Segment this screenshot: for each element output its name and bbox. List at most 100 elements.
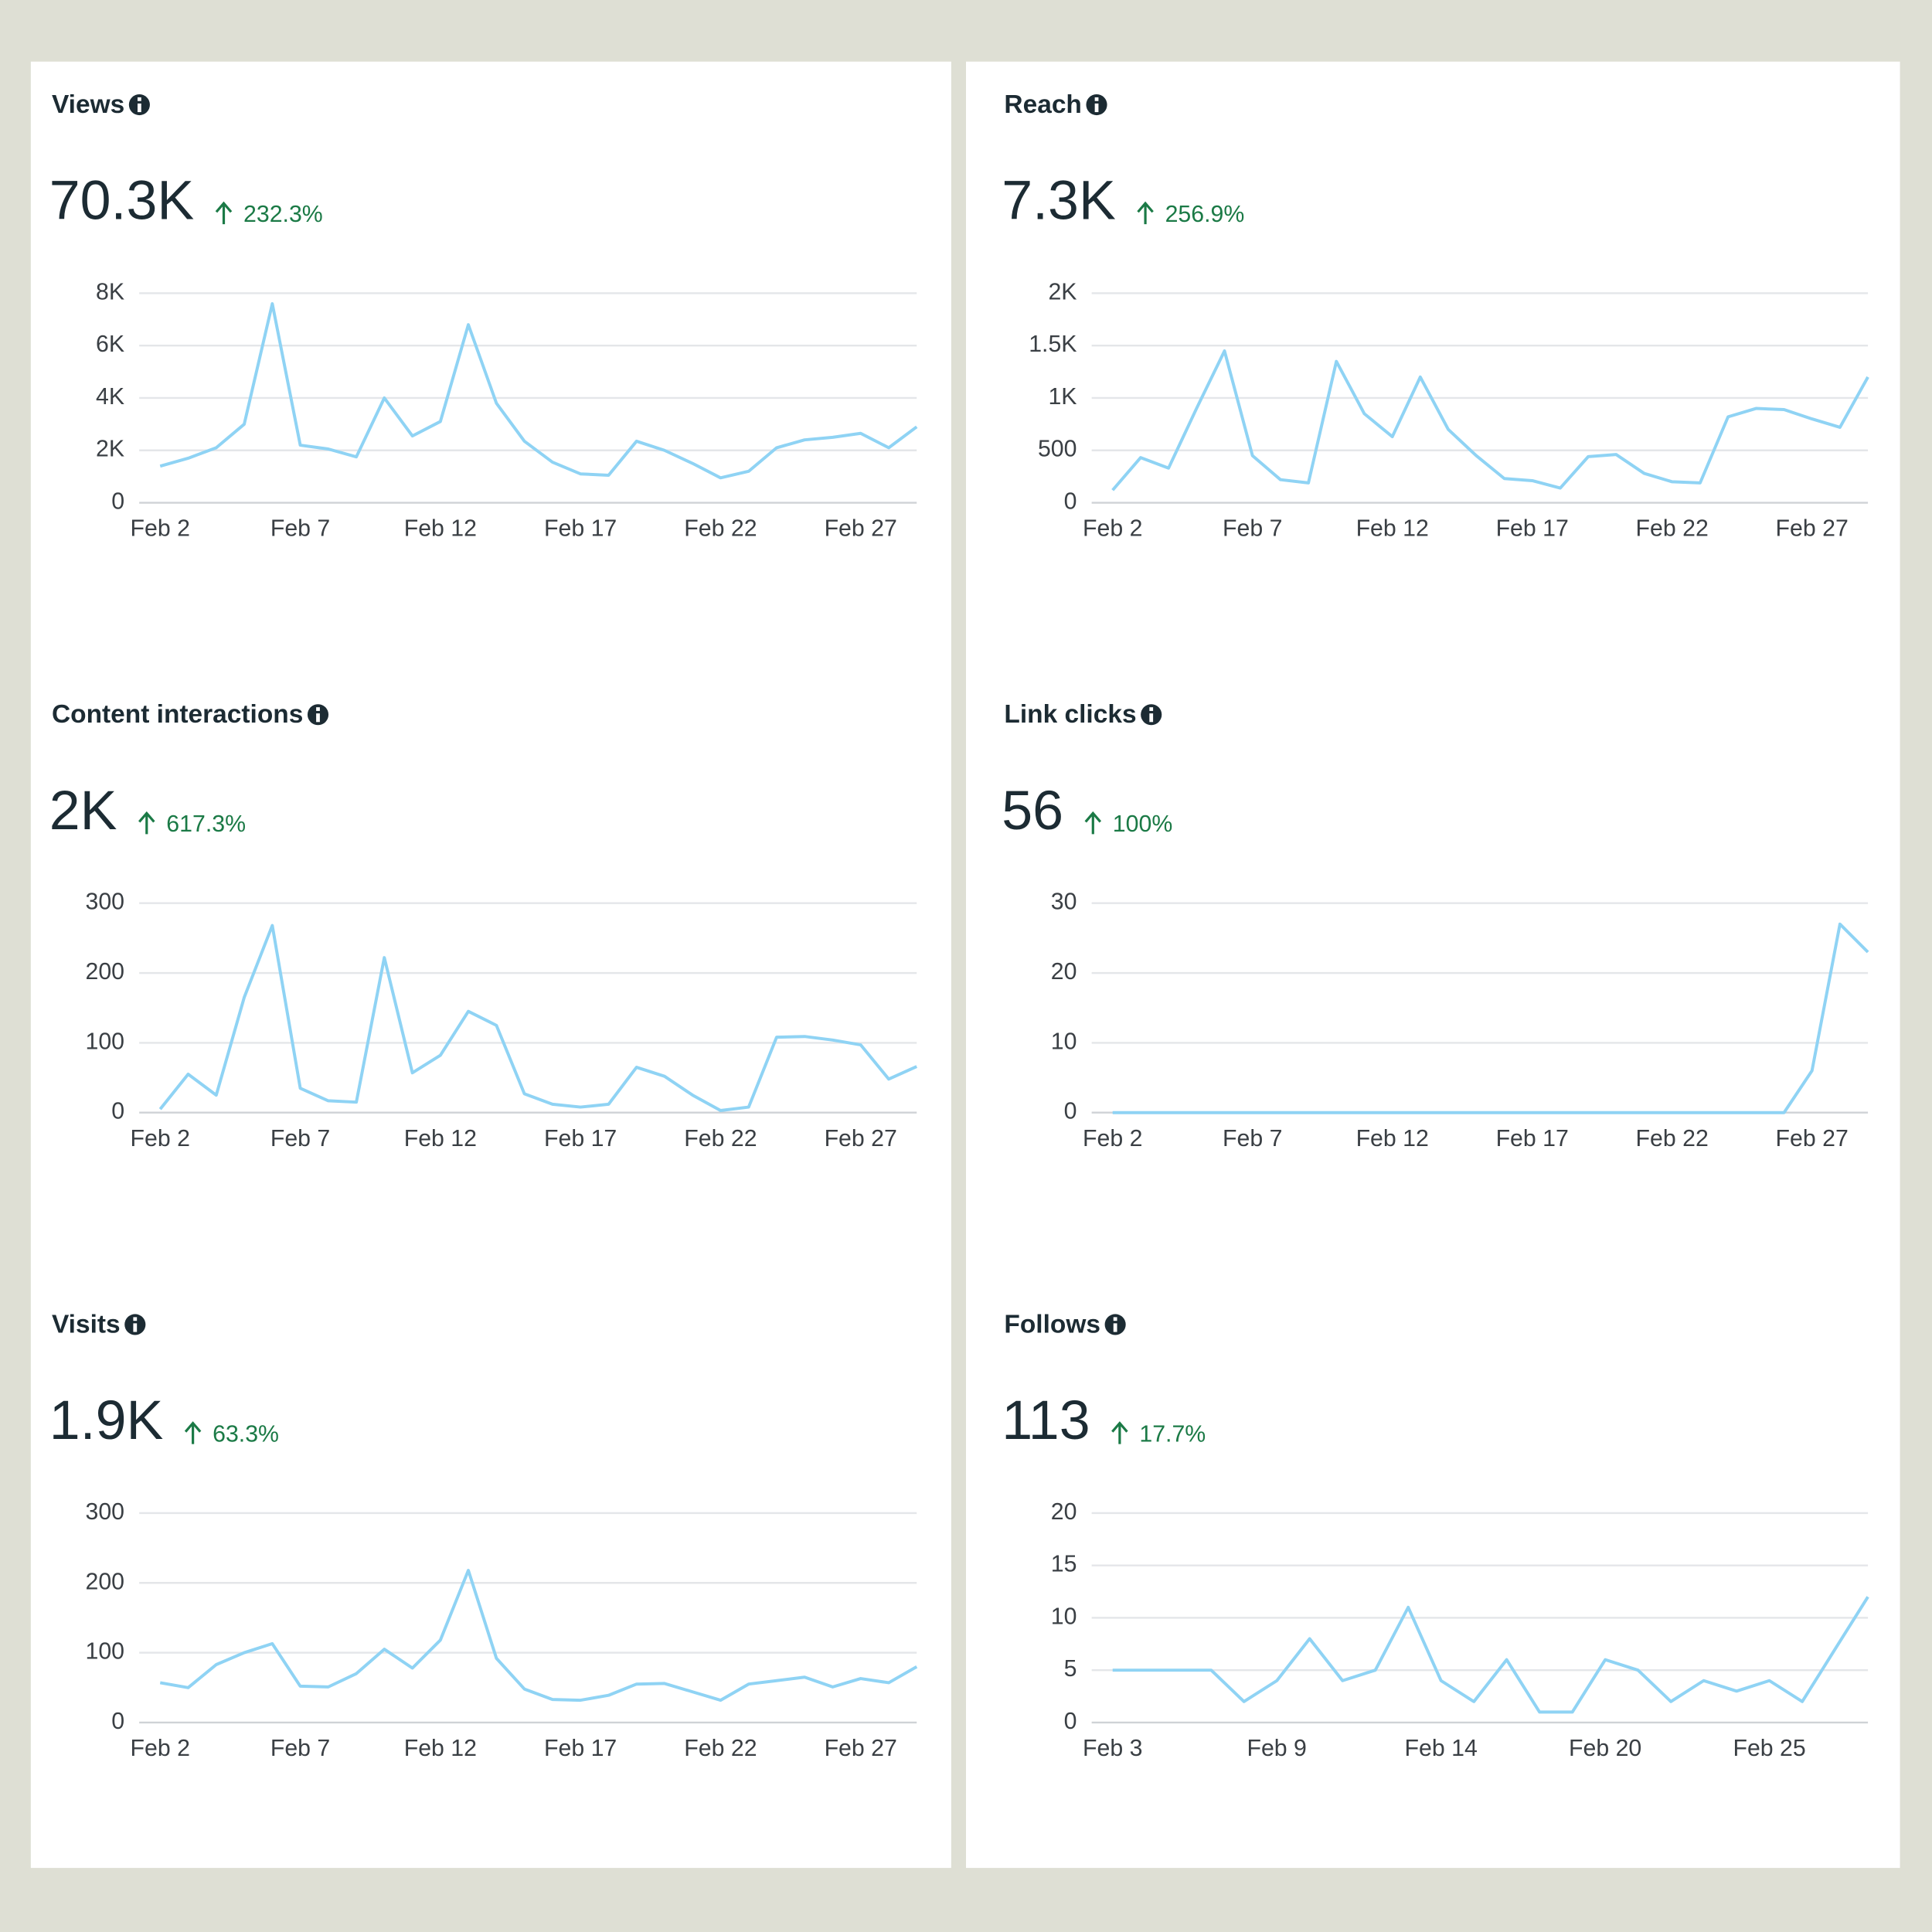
y-tick-label: 15 xyxy=(1051,1552,1077,1577)
info-icon-bar xyxy=(137,103,141,113)
x-tick-label: Feb 27 xyxy=(1776,1126,1849,1151)
x-tick-label: Feb 7 xyxy=(270,516,330,542)
y-tick-label: 1.5K xyxy=(1029,332,1077,357)
data-line xyxy=(159,1569,918,1702)
y-tick-label: 2K xyxy=(96,437,124,462)
y-tick-label: 2K xyxy=(1048,279,1077,304)
data-line xyxy=(159,302,918,480)
x-tick-label: Feb 2 xyxy=(131,1126,190,1151)
x-tick-label: Feb 27 xyxy=(825,1126,897,1151)
panel xyxy=(30,61,951,1869)
info-icon-bar xyxy=(1113,1323,1117,1332)
x-tick-label: Feb 7 xyxy=(1223,516,1282,542)
x-tick-label: Feb 12 xyxy=(404,1736,477,1761)
x-tick-label: Feb 7 xyxy=(270,1126,330,1151)
y-tick-label: 8K xyxy=(96,279,124,304)
x-tick-label: Feb 2 xyxy=(131,1736,190,1761)
info-icon-dot xyxy=(1149,707,1154,711)
y-tick-label: 6K xyxy=(96,332,124,357)
change-value: 617.3% xyxy=(166,811,246,837)
y-tick-label: 10 xyxy=(1051,1604,1077,1629)
total-value: 113 xyxy=(1002,1389,1090,1451)
up-arrow xyxy=(1084,811,1102,835)
y-tick-label: 20 xyxy=(1051,1499,1077,1525)
y-tick-label: 100 xyxy=(86,1029,125,1054)
change-value: 17.7% xyxy=(1139,1421,1206,1447)
total-value: 1.9K xyxy=(49,1389,164,1451)
x-tick-label: Feb 12 xyxy=(1356,516,1429,542)
x-tick-label: Feb 12 xyxy=(1356,1126,1429,1151)
total-value: 2K xyxy=(49,780,117,842)
x-tick-label: Feb 12 xyxy=(404,1126,477,1151)
change-value: 100% xyxy=(1113,811,1172,837)
x-tick-label: Feb 7 xyxy=(1223,1126,1282,1151)
info-icon-dot xyxy=(133,1317,138,1321)
change-value: 232.3% xyxy=(243,202,323,227)
y-tick-label: 1K xyxy=(1048,384,1077,410)
up-arrow xyxy=(184,1421,202,1444)
y-tick-label: 0 xyxy=(1064,1099,1077,1124)
x-tick-label: Feb 17 xyxy=(544,1736,617,1761)
y-tick-label: 30 xyxy=(1051,889,1077,915)
total-value: 70.3K xyxy=(49,170,195,232)
x-tick-label: Feb 22 xyxy=(684,516,757,542)
data-line xyxy=(1111,349,1869,492)
x-tick-label: Feb 27 xyxy=(1776,516,1849,542)
total-value: 56 xyxy=(1002,780,1063,842)
y-tick-label: 0 xyxy=(111,1099,124,1124)
data-line xyxy=(158,923,918,1113)
info-icon-dot xyxy=(137,97,141,101)
y-tick-label: 0 xyxy=(111,489,124,515)
y-tick-label: 200 xyxy=(86,1569,125,1594)
info-icon-dot xyxy=(1113,1317,1117,1321)
change-value: 63.3% xyxy=(213,1421,279,1447)
change-value: 256.9% xyxy=(1165,202,1245,227)
x-tick-label: Feb 27 xyxy=(825,1736,897,1761)
x-tick-label: Feb 12 xyxy=(404,516,477,542)
x-tick-label: Feb 22 xyxy=(1636,516,1709,542)
info-icon-bar xyxy=(1149,713,1154,723)
card-title: Views xyxy=(52,90,124,119)
card-title: Visits xyxy=(52,1310,121,1338)
y-tick-label: 20 xyxy=(1051,959,1077,985)
x-tick-label: Feb 14 xyxy=(1405,1736,1478,1761)
x-tick-label: Feb 17 xyxy=(544,1126,617,1151)
x-tick-label: Feb 2 xyxy=(1083,1126,1142,1151)
info-icon-bar xyxy=(1094,103,1099,113)
y-tick-label: 10 xyxy=(1051,1029,1077,1054)
x-tick-label: Feb 22 xyxy=(684,1736,757,1761)
y-tick-label: 500 xyxy=(1038,437,1077,462)
data-line xyxy=(1112,1596,1869,1714)
card-title: Follows xyxy=(1004,1310,1100,1338)
y-tick-label: 300 xyxy=(86,889,125,915)
data-line xyxy=(1112,922,1869,1114)
x-tick-label: Feb 20 xyxy=(1569,1736,1641,1761)
x-tick-label: Feb 17 xyxy=(1496,516,1569,542)
info-icon-dot xyxy=(1094,97,1099,101)
card-title: Link clicks xyxy=(1004,700,1136,729)
x-tick-label: Feb 25 xyxy=(1733,1736,1805,1761)
x-tick-label: Feb 3 xyxy=(1083,1736,1142,1761)
y-tick-label: 300 xyxy=(86,1499,125,1525)
x-tick-label: Feb 9 xyxy=(1247,1736,1306,1761)
x-tick-label: Feb 2 xyxy=(131,516,190,542)
y-tick-label: 5 xyxy=(1064,1656,1077,1682)
up-arrow xyxy=(1137,201,1154,225)
card-title: Content interactions xyxy=(52,700,303,729)
info-icon-bar xyxy=(316,713,320,723)
y-tick-label: 4K xyxy=(96,384,124,410)
total-value: 7.3K xyxy=(1002,170,1116,232)
x-tick-label: Feb 27 xyxy=(825,516,897,542)
y-tick-label: 100 xyxy=(86,1639,125,1665)
x-tick-label: Feb 7 xyxy=(270,1736,330,1761)
x-tick-label: Feb 2 xyxy=(1083,516,1142,542)
x-tick-label: Feb 17 xyxy=(1496,1126,1569,1151)
info-icon-dot xyxy=(316,707,320,711)
card-title: Reach xyxy=(1004,90,1081,119)
x-tick-label: Feb 17 xyxy=(544,516,617,542)
y-tick-label: 0 xyxy=(1064,489,1077,515)
x-tick-label: Feb 22 xyxy=(684,1126,757,1151)
up-arrow xyxy=(138,811,155,835)
